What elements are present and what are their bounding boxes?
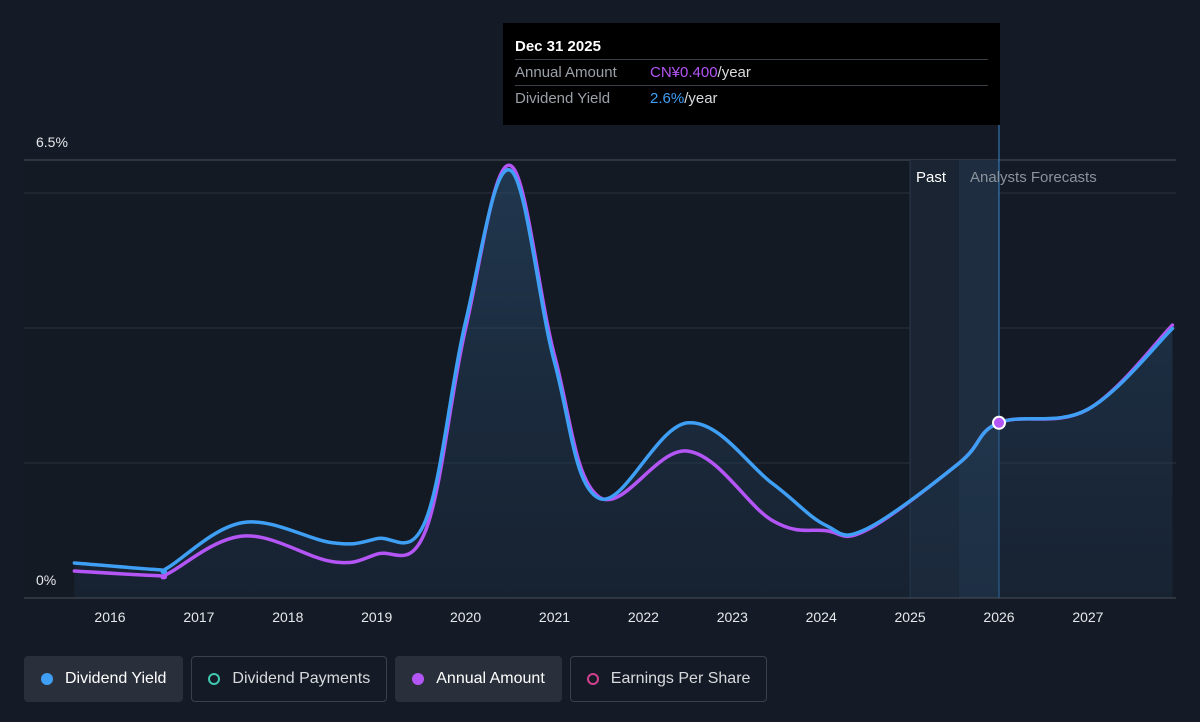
- legend-label: Dividend Yield: [65, 670, 167, 687]
- dividend-yield-dot-icon: [41, 673, 53, 685]
- tooltip-unit: /year: [684, 90, 718, 107]
- legend-label: Annual Amount: [436, 670, 545, 687]
- x-tick-label: 2027: [1072, 609, 1103, 625]
- x-tick-label: 2017: [183, 609, 214, 625]
- legend-label: Earnings Per Share: [610, 670, 751, 687]
- x-tick-label: 2022: [628, 609, 659, 625]
- x-tick-label: 2020: [450, 609, 481, 625]
- legend-dividend-payments[interactable]: Dividend Payments: [191, 656, 388, 702]
- x-tick-label: 2019: [361, 609, 392, 625]
- legend-label: Dividend Payments: [232, 670, 371, 687]
- y-tick-label-max: 6.5%: [36, 134, 68, 150]
- tooltip-date: Dec 31 2025: [515, 38, 601, 55]
- legend-annual-amount[interactable]: Annual Amount: [395, 656, 562, 702]
- x-tick-label: 2024: [806, 609, 837, 625]
- x-tick-label: 2023: [717, 609, 748, 625]
- tooltip-row-annual-amount: Annual Amount CN¥0.400 /year: [515, 59, 988, 85]
- highlight-point: [992, 415, 1006, 430]
- dividend-payments-ring-icon: [208, 673, 221, 685]
- tooltip-key: Annual Amount: [515, 64, 617, 81]
- chart-legend: Dividend Yield Dividend Payments Annual …: [24, 656, 775, 702]
- tooltip-value: 2.6%: [650, 90, 685, 107]
- annual-amount-dot-icon: [412, 673, 425, 685]
- forecast-label: Analysts Forecasts: [970, 169, 1097, 186]
- x-tick-label: 2025: [895, 609, 926, 625]
- x-tick-label: 2021: [539, 609, 570, 625]
- legend-dividend-yield[interactable]: Dividend Yield: [24, 656, 184, 702]
- dividend-yield-line: [72, 168, 1175, 575]
- tooltip-key: Dividend Yield: [515, 90, 611, 107]
- past-label: Past: [916, 169, 947, 186]
- y-tick-label-min: 0%: [36, 572, 56, 588]
- x-tick-label: 2026: [983, 609, 1014, 625]
- tooltip-value: CN¥0.400: [650, 64, 718, 81]
- legend-earnings-per-share[interactable]: Earnings Per Share: [569, 656, 768, 702]
- dividend-chart: 2016 2017 2018 2019 2020 2021 2022 2023 2024 2025…: [24, 125, 1176, 625]
- tooltip: Dec 31 2025 Annual Amount CN¥0.400 /year…: [503, 23, 1000, 125]
- x-tick-label: 2016: [94, 609, 125, 625]
- tooltip-unit: /year: [717, 64, 751, 81]
- x-tick-label: 2018: [272, 609, 303, 625]
- dividend-yield-area: [74, 169, 1173, 599]
- tooltip-row-dividend-yield: Dividend Yield 2.6% /year: [515, 85, 988, 111]
- earnings-per-share-ring-icon: [586, 673, 599, 685]
